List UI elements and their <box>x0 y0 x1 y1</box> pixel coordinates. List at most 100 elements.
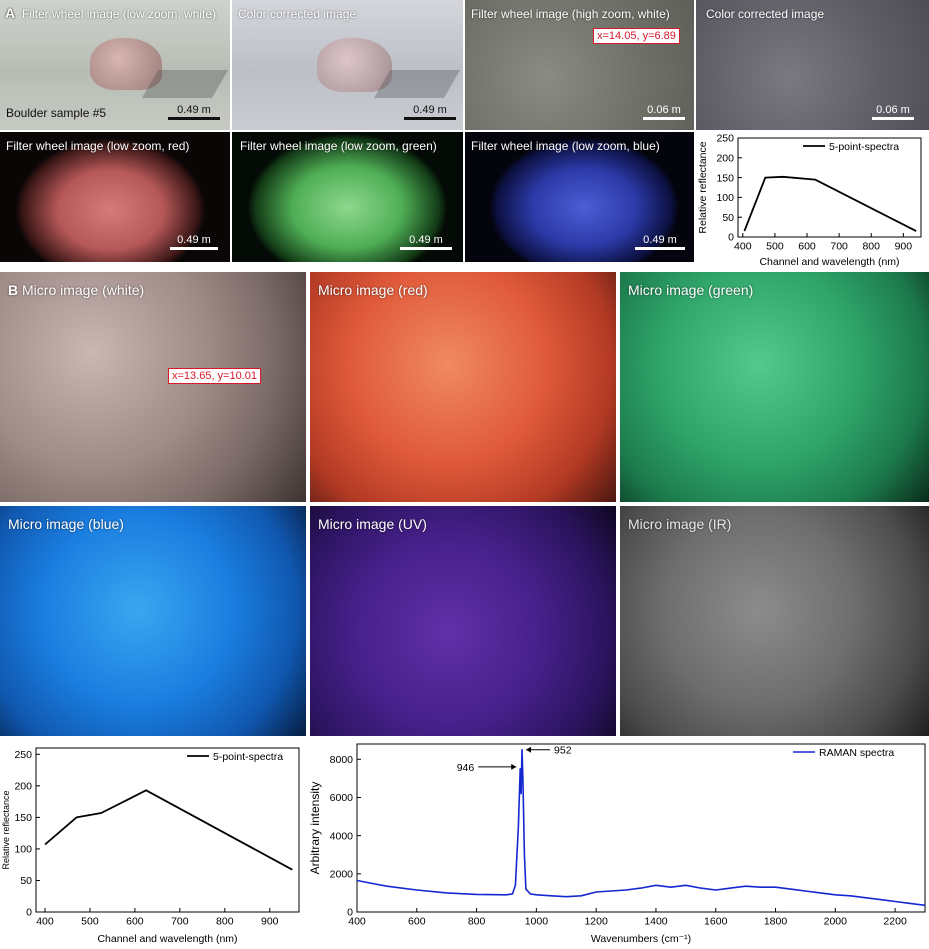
x-axis-label: Channel and wavelength (nm) <box>759 256 899 267</box>
x-tick-label: 1600 <box>704 916 728 928</box>
y-tick-label: 250 <box>14 749 32 761</box>
panel-letter-b: B <box>8 282 19 298</box>
y-axis-label: Relative reflectance <box>697 141 709 233</box>
scale-label: 0.49 m <box>177 104 211 116</box>
boulder-shape <box>90 38 162 90</box>
y-tick-label: 0 <box>347 907 353 919</box>
image-lowzoom-red: Filter wheel image (low zoom, red) 0.49 … <box>0 132 230 262</box>
y-tick-label: 150 <box>14 812 32 824</box>
y-tick-label: 150 <box>716 172 734 184</box>
x-tick-label: 400 <box>734 241 752 253</box>
y-tick-label: 200 <box>716 152 734 164</box>
scale-bar: 0.49 m <box>404 104 456 120</box>
micro-image-green: Micro image (green) <box>620 272 929 502</box>
image-caption: Color corrected image <box>706 7 825 21</box>
boulder-shadow <box>141 70 229 98</box>
plot-frame <box>737 137 922 238</box>
image-caption: Micro image (blue) <box>8 516 124 532</box>
x-tick-label: 800 <box>216 916 234 928</box>
image-caption: Micro image (IR) <box>628 516 732 532</box>
image-caption: Micro image (green) <box>628 282 754 298</box>
image-caption: Micro image (red) <box>318 282 428 298</box>
scale-label: 0.49 m <box>409 234 443 246</box>
image-caption: Filter wheel image (low zoom, blue) <box>471 139 660 153</box>
panel-letter-a: A <box>5 5 16 21</box>
x-tick-label: 800 <box>468 916 486 928</box>
series-line <box>743 175 917 232</box>
y-tick-label: 250 <box>716 133 734 145</box>
x-tick-label: 900 <box>895 241 913 253</box>
x-tick-label: 400 <box>348 916 366 928</box>
y-tick-label: 50 <box>20 875 32 887</box>
x-tick-label: 1000 <box>525 916 549 928</box>
image-caption: Micro image (UV) <box>318 516 427 532</box>
raman-chart-svg: 400 600 800 1000 1200 1400 1600 1800 2000 2200 0 20… <box>308 743 926 945</box>
x-tick-label: 1800 <box>764 916 788 928</box>
image-caption: Color corrected image <box>238 7 357 21</box>
x-tick-label: 2200 <box>883 916 907 928</box>
image-caption: Filter wheel image (low zoom, green) <box>240 139 437 153</box>
y-axis-label: Relative reflectance <box>1 790 11 869</box>
legend-label: 5-point-spectra <box>213 751 283 763</box>
x-tick-label: 700 <box>171 916 189 928</box>
x-tick-label: 1400 <box>644 916 668 928</box>
image-caption: Filter wheel image (high zoom, white) <box>471 7 670 21</box>
y-tick-label: 4000 <box>330 830 354 842</box>
image-lowzoom-green: Filter wheel image (low zoom, green) 0.4… <box>232 132 463 262</box>
plot-frame <box>35 747 300 913</box>
y-tick-label: 100 <box>716 192 734 204</box>
image-color-corrected-1: Color corrected image 0.49 m <box>232 0 463 130</box>
scale-bar: 0.49 m <box>400 234 452 250</box>
micro-image-ir: Micro image (IR) <box>620 506 929 736</box>
y-axis-label: Arbitrary intensity <box>308 782 322 875</box>
y-tick-label: 200 <box>14 781 32 793</box>
micro-image-blue: Micro image (blue) <box>0 506 306 736</box>
scale-label: 0.49 m <box>413 104 447 116</box>
image-caption: B Micro image (white) <box>8 282 144 298</box>
scale-label: 0.06 m <box>876 104 910 116</box>
scale-bar: 0.49 m <box>635 234 685 250</box>
x-tick-label: 500 <box>81 916 99 928</box>
x-tick-label: 600 <box>798 241 816 253</box>
scale-label: 0.06 m <box>647 104 681 116</box>
x-tick-label: 1200 <box>584 916 608 928</box>
x-tick-label: 600 <box>408 916 426 928</box>
y-tick-label: 2000 <box>330 868 354 880</box>
boulder-shape <box>317 38 392 92</box>
y-tick-label: 50 <box>722 212 734 224</box>
image-caption: Filter wheel image (low zoom, red) <box>6 139 190 153</box>
micro-image-uv: Micro image (UV) <box>310 506 616 736</box>
y-tick-label: 100 <box>14 844 32 856</box>
x-tick-label: 500 <box>766 241 784 253</box>
scale-label: 0.49 m <box>177 234 211 246</box>
legend-label: 5-point-spectra <box>829 141 899 153</box>
spectra-chart-b: 400 500 600 700 800 900 0 50 100 150 200 250 Channel… <box>0 740 305 945</box>
image-lowzoom-white: Filter wheel image (low zoom, white) A B… <box>0 0 230 130</box>
micro-image-white: B Micro image (white) x=13.65, y=10.01 <box>0 272 306 502</box>
boulder-sample-label: Boulder sample #5 <box>6 106 107 120</box>
x-tick-label: 800 <box>862 241 880 253</box>
boulder-shadow <box>373 70 461 98</box>
raman-chart: 400 600 800 1000 1200 1400 1600 1800 2000 2200 0 20… <box>305 740 929 945</box>
scale-label: 0.49 m <box>643 234 677 246</box>
coordinate-label: x=14.05, y=6.89 <box>593 28 680 44</box>
scale-bar: 0.06 m <box>872 104 914 120</box>
scale-bar: 0.49 m <box>168 104 220 120</box>
spectra-chart-a: 400 500 600 700 800 900 0 50 100 150 200 250 Channel… <box>696 132 929 268</box>
image-caption: Filter wheel image (low zoom, white) <box>22 7 217 21</box>
y-tick-label: 8000 <box>330 754 354 766</box>
image-highzoom-white: Filter wheel image (high zoom, white) x=… <box>465 0 694 130</box>
spectra-chart-b-svg: 400 500 600 700 800 900 0 50 100 150 200 250 Channel… <box>1 747 300 945</box>
scale-bar: 0.49 m <box>170 234 218 250</box>
annotation-arrowhead <box>526 746 532 753</box>
plot-frame <box>356 743 926 913</box>
x-tick-label: 700 <box>830 241 848 253</box>
series-line <box>356 748 926 907</box>
series-line <box>44 789 293 871</box>
y-tick-label: 6000 <box>330 792 354 804</box>
annotation-label: 952 <box>554 745 572 757</box>
x-tick-label: 900 <box>261 916 279 928</box>
y-tick-label: 0 <box>26 907 32 919</box>
image-lowzoom-blue: Filter wheel image (low zoom, blue) 0.49… <box>465 132 694 262</box>
annotation-label: 946 <box>457 762 475 774</box>
